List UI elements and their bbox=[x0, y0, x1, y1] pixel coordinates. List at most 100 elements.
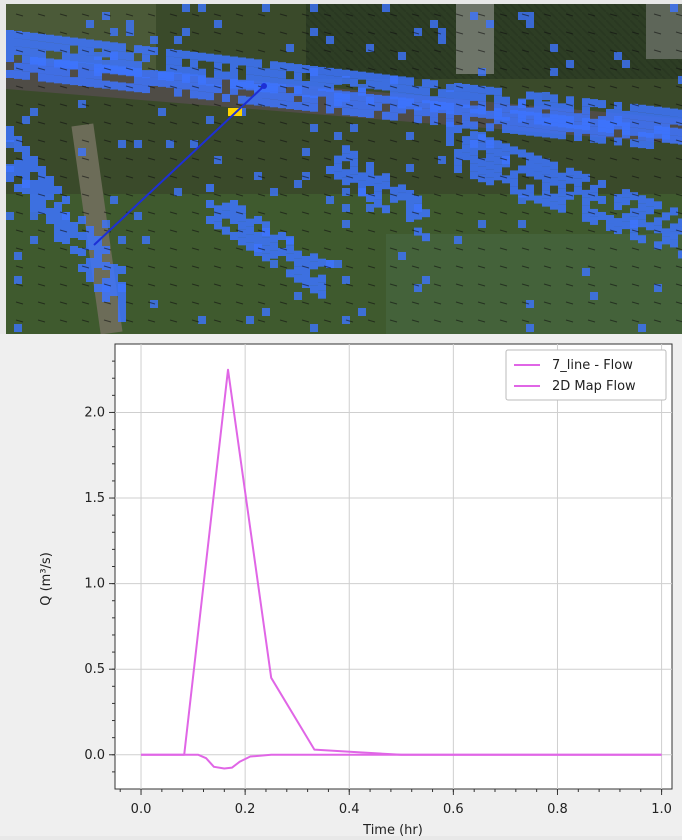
flow-arrow bbox=[59, 139, 68, 143]
flood-cell bbox=[86, 62, 94, 71]
flow-arrow bbox=[279, 301, 288, 305]
flow-arrow bbox=[653, 139, 662, 143]
flood-cell bbox=[542, 166, 550, 175]
flow-arrow bbox=[147, 319, 156, 323]
flood-cell bbox=[334, 260, 342, 268]
flood-cell bbox=[542, 121, 550, 130]
flow-arrow bbox=[235, 265, 244, 269]
flood-cell bbox=[110, 280, 118, 288]
flow-arrow bbox=[609, 49, 618, 53]
flow-arrow bbox=[59, 13, 68, 17]
flood-cell bbox=[54, 75, 62, 84]
flood-cell bbox=[238, 221, 246, 230]
flow-arrow bbox=[433, 319, 442, 323]
flood-cell bbox=[534, 100, 542, 109]
flood-cell bbox=[310, 261, 318, 270]
flow-arrow bbox=[565, 283, 574, 287]
flood-map-view[interactable] bbox=[6, 4, 682, 334]
flood-cell bbox=[118, 66, 126, 75]
flood-cell bbox=[22, 170, 30, 178]
flood-cell bbox=[422, 108, 430, 117]
flood-cell bbox=[342, 76, 350, 84]
flood-cell bbox=[662, 107, 670, 116]
flow-arrow bbox=[367, 13, 376, 17]
flow-arrow bbox=[389, 193, 398, 197]
flood-cell bbox=[86, 47, 94, 56]
flood-cell bbox=[150, 47, 158, 56]
flood-cell bbox=[582, 106, 590, 115]
flow-arrow bbox=[631, 13, 640, 17]
flood-cell bbox=[614, 218, 622, 227]
flow-arrow bbox=[631, 265, 640, 269]
flood-cell bbox=[94, 56, 102, 65]
flood-cell bbox=[294, 101, 302, 110]
flood-cell bbox=[22, 63, 30, 72]
flood-cell bbox=[70, 61, 78, 70]
flow-arrow bbox=[499, 265, 508, 269]
flood-map-canvas[interactable] bbox=[6, 4, 682, 334]
flood-cell bbox=[526, 119, 534, 128]
flow-arrow bbox=[323, 229, 332, 233]
flood-cell bbox=[422, 87, 430, 96]
flood-cell bbox=[494, 172, 502, 181]
flow-arrow bbox=[631, 175, 640, 179]
flood-cell bbox=[550, 177, 558, 186]
flood-cell bbox=[30, 156, 38, 164]
flood-cell bbox=[510, 117, 518, 126]
flood-cell bbox=[118, 298, 126, 306]
y-tick-label: 0.5 bbox=[84, 662, 105, 677]
flow-arrow bbox=[653, 175, 662, 179]
flood-cell bbox=[78, 232, 86, 240]
flow-arrow bbox=[213, 175, 222, 179]
flow-arrow bbox=[191, 247, 200, 251]
flow-arrow bbox=[543, 85, 552, 89]
flood-cell bbox=[102, 294, 110, 302]
flow-arrow bbox=[631, 319, 640, 323]
flood-cell bbox=[630, 127, 638, 136]
flow-arrow bbox=[125, 31, 134, 35]
flood-cell bbox=[462, 144, 470, 153]
flood-cell bbox=[38, 198, 46, 206]
flood-cell bbox=[502, 151, 510, 160]
flood-cell bbox=[542, 198, 550, 207]
flow-arrow bbox=[455, 193, 464, 197]
flood-cell bbox=[422, 209, 430, 218]
flood-cell bbox=[350, 70, 358, 79]
flow-hydrograph-chart[interactable]: 0.0 0.2 0.4 0.6 0.8 1.0 0.0 0.5 1.0 1.5 2.0 7_line… bbox=[0, 334, 682, 838]
flow-arrow bbox=[169, 301, 178, 305]
flow-arrow bbox=[279, 283, 288, 287]
flood-cell bbox=[526, 192, 534, 201]
flood-cell bbox=[294, 266, 302, 275]
flow-arrow bbox=[543, 265, 552, 269]
flow-arrow bbox=[389, 319, 398, 323]
flood-cell bbox=[390, 186, 398, 195]
flow-arrow bbox=[609, 265, 618, 269]
flood-cell bbox=[630, 192, 638, 201]
flow-arrow bbox=[81, 319, 90, 323]
flow-arrow bbox=[609, 193, 618, 197]
flood-cell bbox=[302, 148, 310, 156]
flow-arrow bbox=[411, 175, 420, 179]
flood-cell bbox=[94, 252, 102, 260]
flood-cell bbox=[406, 214, 414, 222]
flood-cell bbox=[566, 96, 574, 105]
flood-cell bbox=[350, 158, 358, 167]
flow-arrow bbox=[367, 31, 376, 35]
flood-cell bbox=[22, 47, 30, 56]
flood-cell bbox=[566, 167, 574, 176]
flood-cell bbox=[550, 169, 558, 178]
flow-arrow bbox=[499, 85, 508, 89]
flood-cell bbox=[406, 77, 414, 86]
flux-section-line[interactable] bbox=[93, 85, 265, 246]
flow-arrow bbox=[587, 31, 596, 35]
flow-arrow bbox=[59, 103, 68, 107]
section-line-endpoint[interactable] bbox=[261, 83, 267, 89]
flood-cell bbox=[606, 109, 614, 118]
flood-cell bbox=[126, 67, 134, 76]
flood-cell bbox=[638, 120, 646, 129]
flood-cell bbox=[214, 54, 222, 63]
flood-cell bbox=[654, 217, 662, 226]
flow-arrow bbox=[147, 49, 156, 53]
flood-cell bbox=[414, 284, 422, 292]
flood-cell bbox=[102, 262, 110, 270]
